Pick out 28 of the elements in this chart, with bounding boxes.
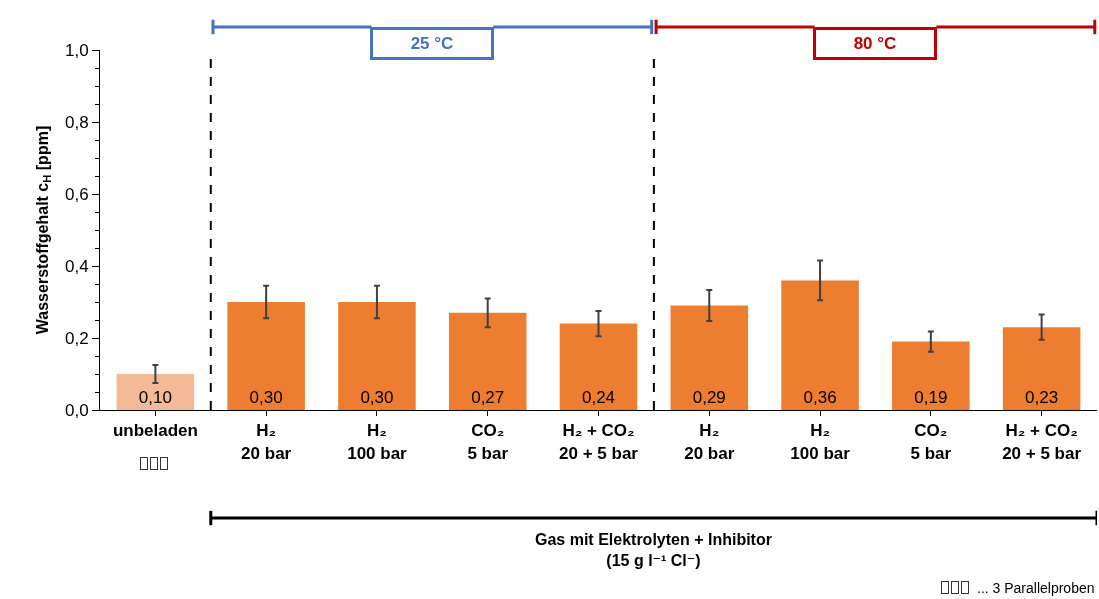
x-tick-label: H₂ + CO₂ 20 + 5 bar: [1002, 421, 1082, 463]
y-tick-label: 1,0: [64, 40, 89, 60]
x-tick-label: H₂ 100 bar: [790, 421, 851, 463]
data-label: 0,36: [803, 388, 837, 407]
data-label: 0,23: [1025, 388, 1059, 407]
x-tick-label: H₂ + CO₂ 20 + 5 bar: [559, 421, 639, 463]
x-tick-label: CO₂ 5 bar: [467, 421, 509, 463]
x-tick-label: CO₂ 5 bar: [910, 421, 952, 463]
annotation: 80 °C: [853, 34, 897, 53]
x-tick-label: H₂ 20 bar: [684, 421, 735, 463]
y-tick-label: 0,4: [64, 256, 89, 276]
y-tick-label: 0,6: [64, 184, 89, 204]
text: ... 3 Parallelproben: [977, 580, 1095, 596]
data-label: 0,27: [471, 388, 505, 407]
x-tick-label: H₂ 100 bar: [347, 421, 408, 463]
data-label: 0,10: [138, 388, 172, 407]
x-tick-label: unbeladen: [112, 421, 198, 441]
y-tick-label: 0,2: [64, 328, 89, 348]
data-label: 0,24: [581, 388, 616, 407]
y-tick-label: 0,0: [64, 400, 89, 420]
data-label: 0,30: [360, 388, 394, 407]
data-label: 0,19: [914, 388, 948, 407]
y-tick-label: 0,8: [64, 112, 89, 132]
data-label: 0,30: [249, 388, 283, 407]
x-axis-title: Gas mit Elektrolyten + Inhibitor (15 g l⁻¹ Cl⁻): [535, 531, 772, 569]
x-tick-label: H₂ 20 bar: [241, 421, 292, 463]
data-label: 0,29: [692, 388, 726, 407]
annotation: 25 °C: [410, 34, 454, 53]
